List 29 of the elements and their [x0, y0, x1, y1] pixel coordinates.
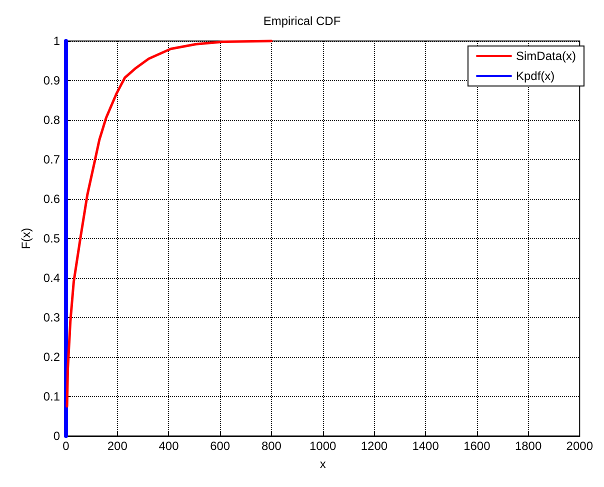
- y-tick-label: 1: [53, 34, 60, 48]
- x-tick-label: 1600: [464, 439, 491, 453]
- line-series: [66, 40, 273, 408]
- x-tick-label: 1400: [412, 439, 440, 453]
- x-tick-label: 200: [107, 439, 128, 453]
- y-tick-label: 0.3: [43, 310, 60, 324]
- x-tick-label: 1800: [514, 439, 542, 453]
- y-tick-label: 0.4: [43, 271, 60, 285]
- y-axis-title: F(x): [19, 228, 33, 250]
- x-tick-label: 800: [261, 439, 282, 453]
- y-tick-label: 0.8: [43, 113, 60, 127]
- x-tick-label: 600: [210, 439, 230, 453]
- x-tick-label: 2000: [566, 439, 594, 453]
- y-tick-label: 0.1: [43, 390, 60, 404]
- x-tick-label: 1000: [309, 439, 336, 453]
- line-series: [64, 39, 68, 438]
- x-tick-label: 1200: [360, 439, 388, 453]
- x-tick-label: 0: [62, 439, 70, 453]
- legend-label: Kpdf(x): [516, 69, 555, 83]
- x-tick-label: 400: [158, 439, 180, 453]
- x-axis-title: x: [320, 457, 326, 471]
- legend-label: SimData(x): [516, 49, 576, 63]
- y-tick-label: 0.5: [43, 232, 60, 246]
- chart-title: Empirical CDF: [263, 14, 341, 28]
- y-tick-label: 0.6: [43, 192, 60, 206]
- y-tick-label: 0.2: [43, 350, 60, 364]
- y-tick-label: 0.9: [43, 74, 60, 88]
- y-tick-label: 0: [53, 429, 60, 443]
- y-tick-label: 0.7: [43, 152, 60, 166]
